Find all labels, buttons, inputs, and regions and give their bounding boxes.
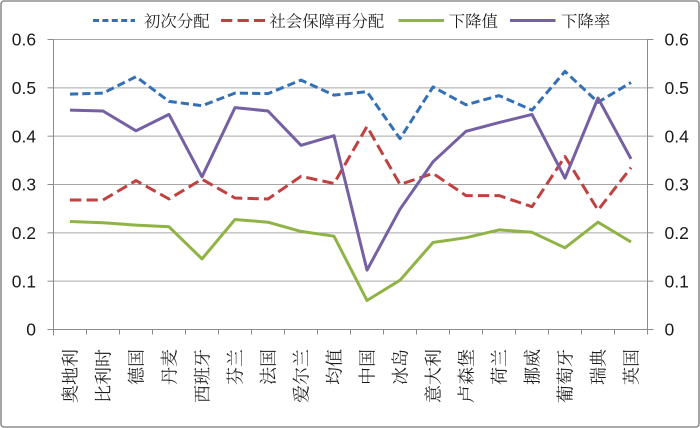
svg-text:0: 0 <box>665 320 675 340</box>
svg-text:0.1: 0.1 <box>12 271 36 291</box>
svg-text:0.1: 0.1 <box>665 271 689 291</box>
svg-text:0.6: 0.6 <box>12 30 36 50</box>
svg-text:0.2: 0.2 <box>665 223 689 243</box>
svg-text:0.5: 0.5 <box>665 78 689 98</box>
svg-text:0.6: 0.6 <box>665 30 689 50</box>
svg-text:0: 0 <box>26 320 36 340</box>
svg-text:0.3: 0.3 <box>12 175 36 195</box>
svg-text:0.5: 0.5 <box>12 78 36 98</box>
svg-text:0.4: 0.4 <box>12 126 36 146</box>
svg-text:0.3: 0.3 <box>665 175 689 195</box>
svg-text:0.4: 0.4 <box>665 126 690 146</box>
svg-text:0.2: 0.2 <box>12 223 36 243</box>
